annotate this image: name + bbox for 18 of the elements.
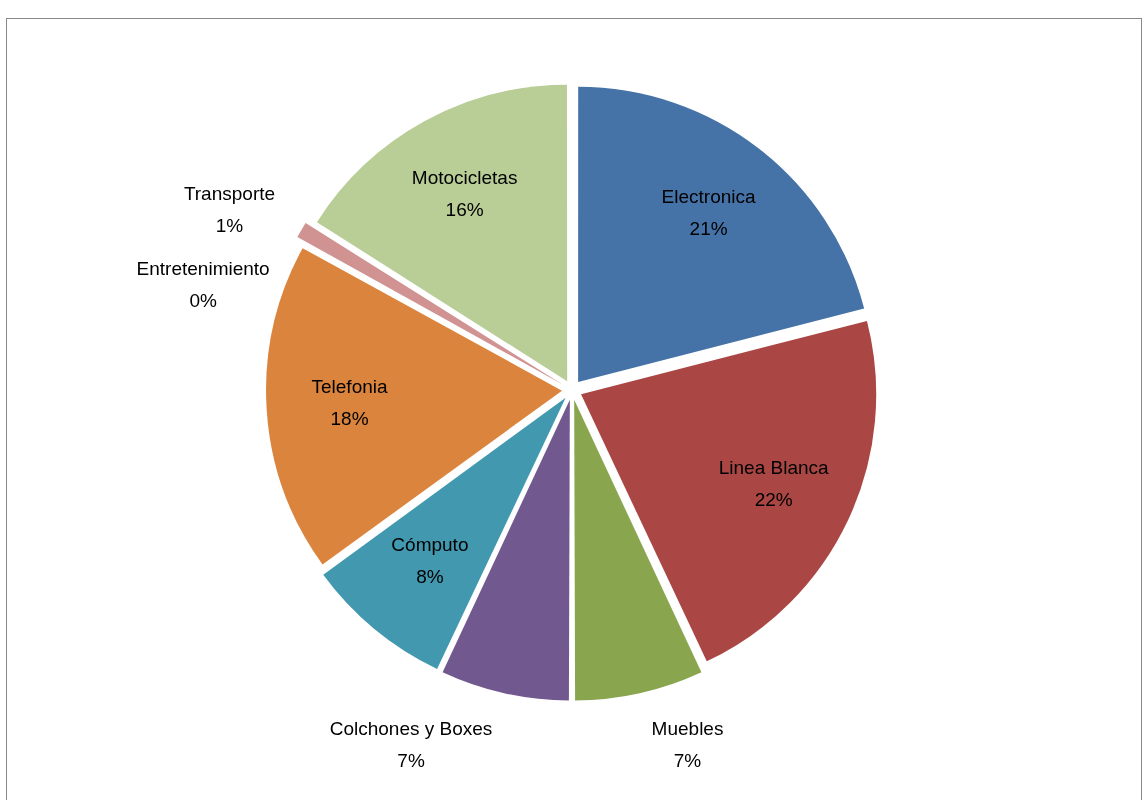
data-label: 7% — [673, 750, 702, 772]
slice-label: Colchones y Boxes — [329, 718, 493, 740]
slice-label: Transporte — [183, 182, 276, 204]
data-label: 16% — [445, 198, 484, 220]
data-label: 18% — [330, 408, 369, 430]
data-label: 1% — [215, 214, 244, 236]
data-label: 7% — [397, 750, 425, 772]
text: 0% — [189, 290, 217, 312]
slice-label: Telefonia — [311, 376, 388, 398]
data-label: 8% — [416, 565, 444, 587]
category-label: Entretenimiento — [136, 258, 270, 280]
slice-label: Motocicletas — [411, 166, 518, 188]
slice-label: Linea Blanca — [718, 457, 830, 479]
slice-label: Electronica — [661, 186, 757, 208]
slice-label: Cómputo — [391, 533, 469, 555]
slice-label: Muebles — [651, 718, 724, 740]
data-label: 21% — [689, 218, 728, 240]
data-label: 22% — [754, 489, 793, 511]
